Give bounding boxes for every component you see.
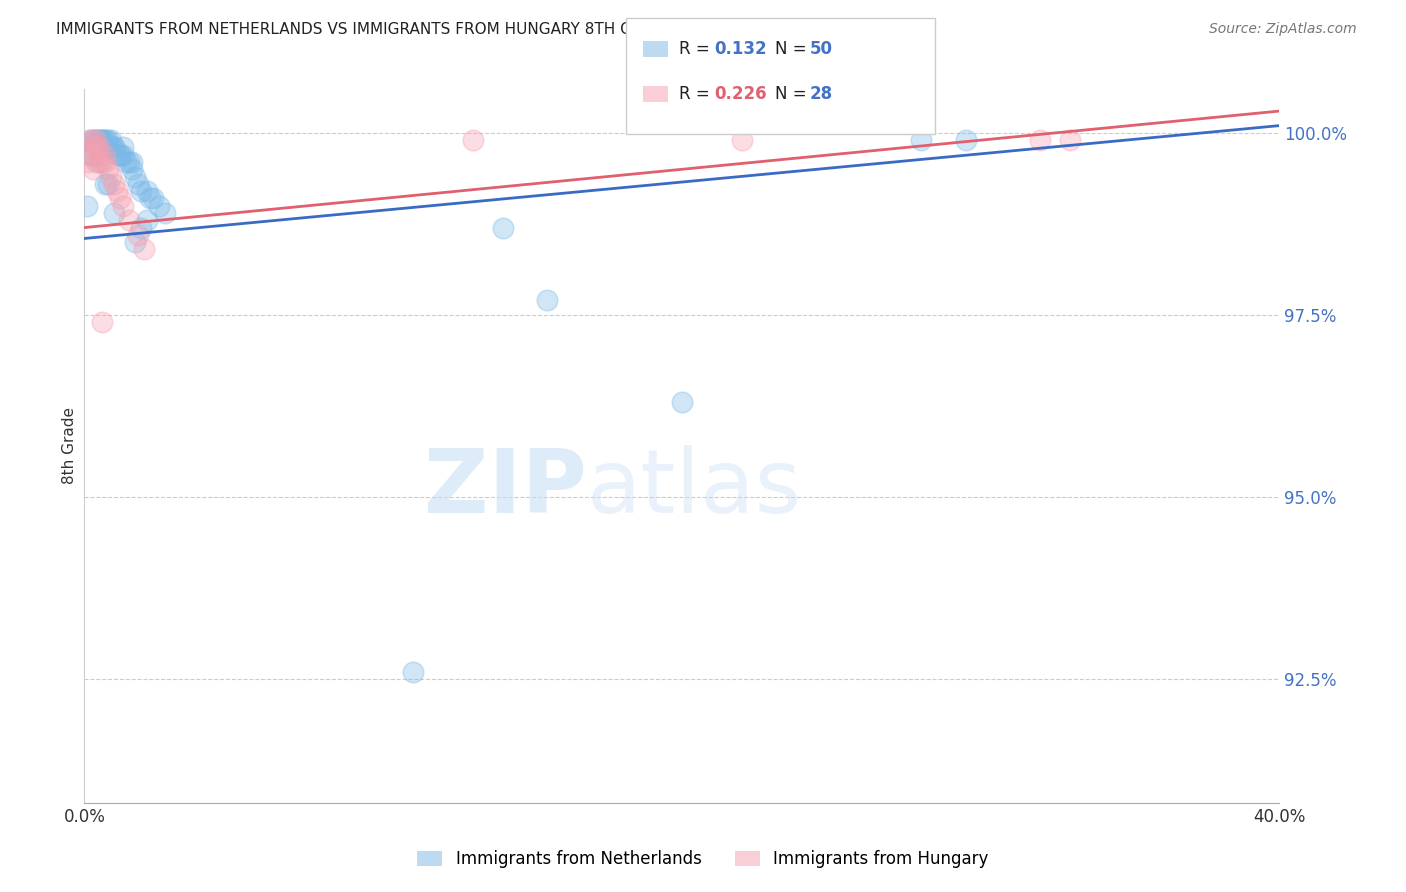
Point (103, 177, 125, 191)
Point (97, 162, 120, 177)
Point (86, 133, 108, 147)
Text: IMMIGRANTS FROM NETHERLANDS VS IMMIGRANTS FROM HUNGARY 8TH GRADE CORRELATION CHA: IMMIGRANTS FROM NETHERLANDS VS IMMIGRANT… (56, 22, 844, 37)
Point (110, 147, 132, 161)
Point (79, 147, 101, 161)
Point (118, 213, 141, 227)
Text: atlas: atlas (586, 445, 801, 533)
Point (910, 133, 932, 147)
Point (124, 235, 146, 249)
Point (86, 133, 108, 147)
Point (110, 147, 132, 161)
Point (79, 133, 101, 147)
Point (89, 140, 111, 154)
Point (136, 184, 159, 198)
Point (86, 140, 108, 154)
Point (82, 133, 104, 147)
Point (118, 155, 141, 169)
Point (97, 177, 120, 191)
Point (731, 133, 754, 147)
Point (91, 133, 114, 147)
Text: ZIP: ZIP (423, 445, 586, 533)
Text: 0.132: 0.132 (714, 40, 766, 58)
Point (105, 184, 128, 198)
Point (110, 191, 132, 205)
Point (100, 140, 122, 154)
Y-axis label: 8th Grade: 8th Grade (62, 408, 77, 484)
Point (100, 133, 122, 147)
Point (89, 147, 111, 161)
Point (91, 155, 114, 169)
Point (76, 155, 98, 169)
Text: 28: 28 (810, 85, 832, 103)
Point (153, 206, 176, 220)
Point (97, 133, 120, 147)
Point (86, 133, 108, 147)
Point (82, 140, 104, 154)
Point (1059, 133, 1081, 147)
Text: Source: ZipAtlas.com: Source: ZipAtlas.com (1209, 22, 1357, 37)
Point (89, 133, 111, 147)
Point (82, 147, 104, 161)
Point (132, 243, 156, 257)
Point (91, 133, 114, 147)
Point (105, 147, 128, 161)
Point (103, 140, 125, 154)
Point (112, 140, 135, 154)
Point (82, 162, 104, 177)
Point (86, 155, 108, 169)
Point (89, 133, 111, 147)
Point (79, 147, 101, 161)
Point (127, 227, 149, 242)
Point (112, 147, 135, 161)
Point (94, 177, 117, 191)
Point (121, 155, 143, 169)
Point (97, 140, 120, 154)
Point (402, 665, 425, 679)
Point (121, 162, 143, 177)
Text: R =: R = (679, 85, 716, 103)
Text: R =: R = (679, 40, 716, 58)
Point (79, 133, 101, 147)
Point (94, 147, 117, 161)
Point (492, 220, 515, 235)
Text: 0.226: 0.226 (714, 85, 766, 103)
Point (94, 133, 117, 147)
Point (112, 199, 135, 213)
Point (142, 191, 165, 205)
Point (136, 213, 159, 227)
Point (82, 133, 104, 147)
Point (124, 169, 146, 184)
Point (139, 191, 162, 205)
Point (671, 395, 693, 409)
Point (129, 184, 152, 198)
Point (91, 315, 114, 329)
Point (148, 199, 170, 213)
Text: N =: N = (775, 40, 811, 58)
Point (1029, 133, 1052, 147)
Point (461, 133, 484, 147)
Point (76, 199, 98, 213)
Legend: Immigrants from Netherlands, Immigrants from Hungary: Immigrants from Netherlands, Immigrants … (411, 844, 995, 875)
Point (94, 155, 117, 169)
Point (103, 140, 125, 154)
Point (127, 177, 149, 191)
Point (91, 133, 114, 147)
Point (955, 133, 977, 147)
Point (89, 155, 111, 169)
Point (129, 220, 152, 235)
Text: 50: 50 (810, 40, 832, 58)
Point (103, 206, 125, 220)
Point (94, 133, 117, 147)
Point (115, 155, 138, 169)
Text: N =: N = (775, 85, 811, 103)
Point (100, 169, 122, 184)
Point (536, 293, 558, 308)
